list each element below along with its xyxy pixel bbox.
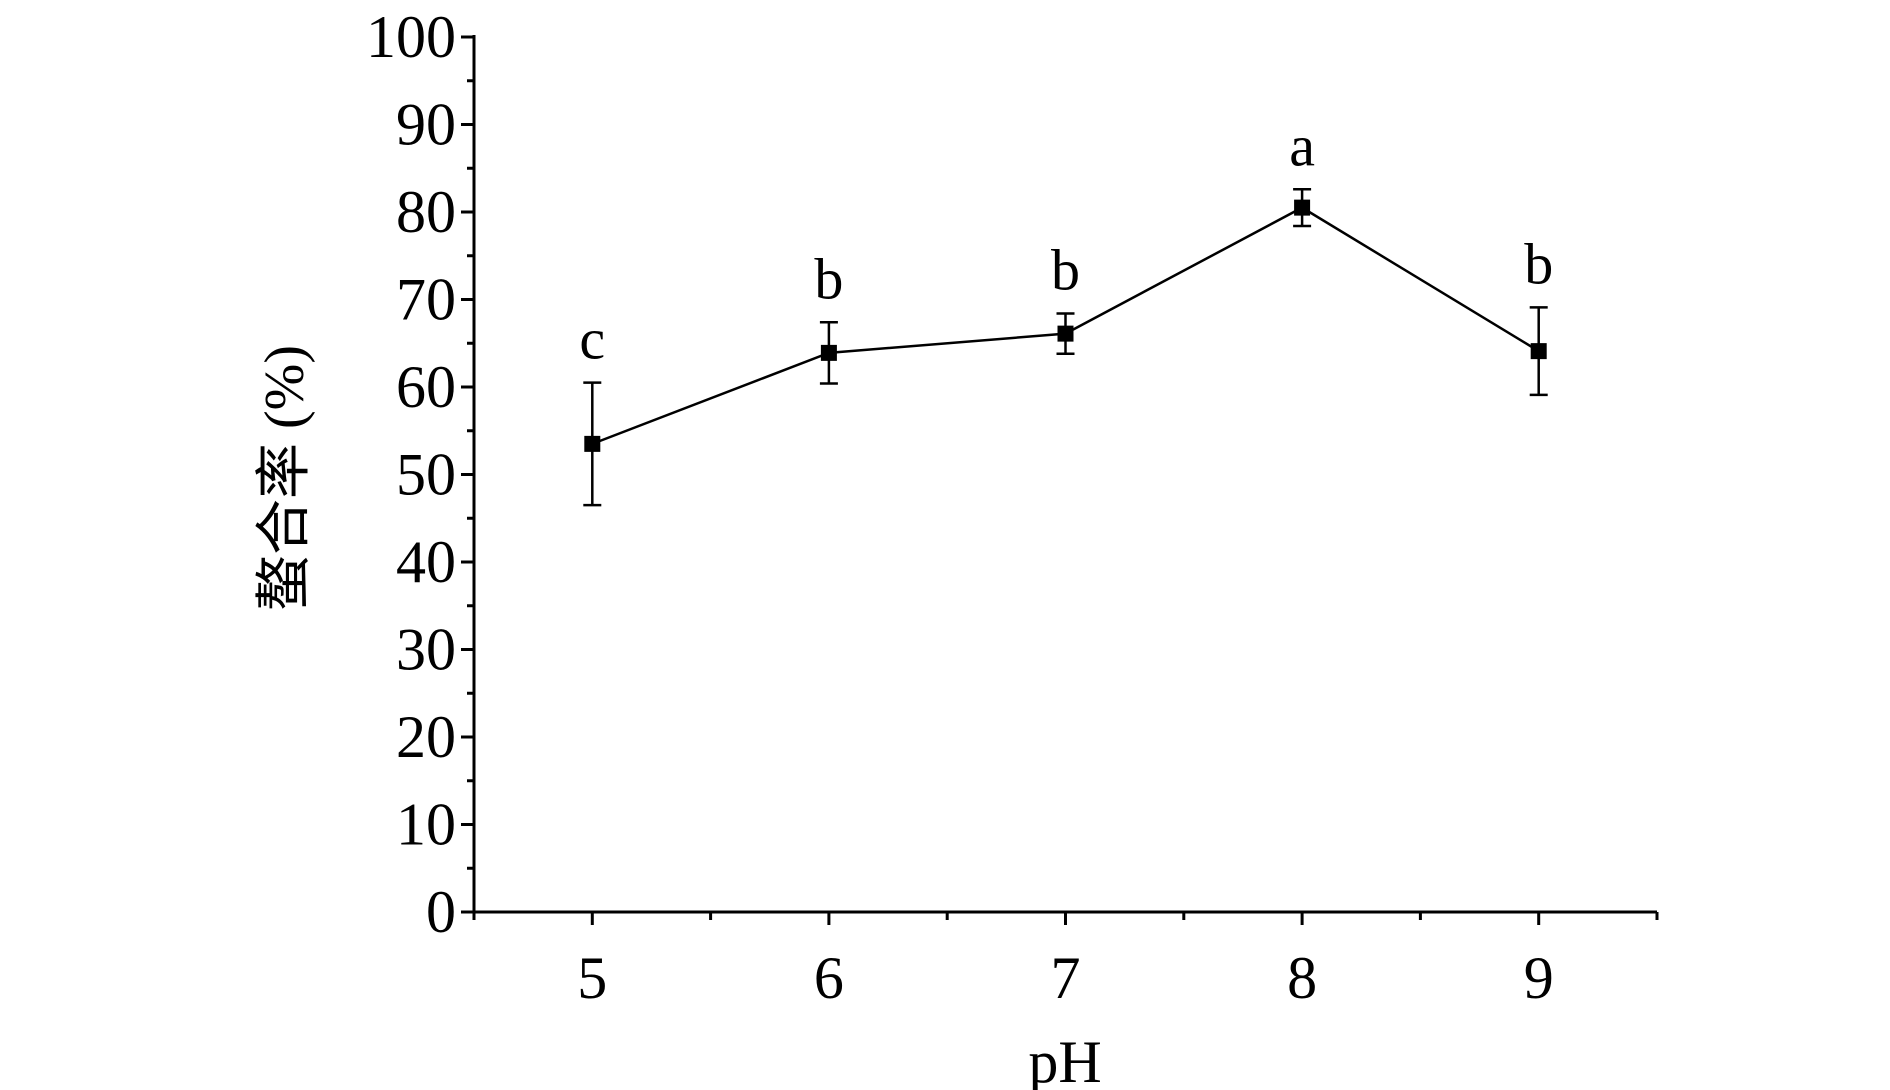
y-tick-label: 20	[396, 704, 456, 770]
significance-label: b	[1524, 231, 1553, 296]
y-tick-label: 70	[396, 267, 456, 333]
y-tick-label: 40	[396, 529, 456, 595]
data-point	[1294, 199, 1311, 216]
y-axis-label: 螯合率 (%)	[254, 345, 316, 611]
significance-label: b	[814, 246, 843, 311]
x-tick-label: 6	[814, 945, 844, 1011]
significance-label: b	[1051, 238, 1080, 303]
y-tick-label: 10	[396, 792, 456, 858]
x-tick-label: 7	[1051, 945, 1081, 1011]
y-tick-label: 30	[396, 617, 456, 683]
y-tick-label: 60	[396, 354, 456, 420]
axes: 0 10 20 30 40 50 60 70 80 90 100 5 6 7 8 9	[366, 4, 1659, 1011]
y-tick-label: 100	[366, 4, 456, 70]
significance-label: c	[579, 307, 605, 372]
y-tick-label: 90	[396, 92, 456, 158]
y-tick-label: 80	[396, 179, 456, 245]
data-point	[820, 344, 837, 361]
data-point	[1057, 325, 1074, 342]
y-tick-label: 0	[426, 879, 456, 945]
data-point	[1530, 343, 1547, 360]
x-axis-label: pH	[1028, 1029, 1101, 1090]
y-tick-label: 50	[396, 442, 456, 508]
significance-label: a	[1289, 113, 1315, 178]
x-tick-label: 9	[1524, 945, 1554, 1011]
x-tick-label: 8	[1287, 945, 1317, 1011]
x-tick-label: 5	[577, 945, 607, 1011]
series-marks: c b b a b	[579, 113, 1553, 507]
data-point	[584, 435, 601, 452]
